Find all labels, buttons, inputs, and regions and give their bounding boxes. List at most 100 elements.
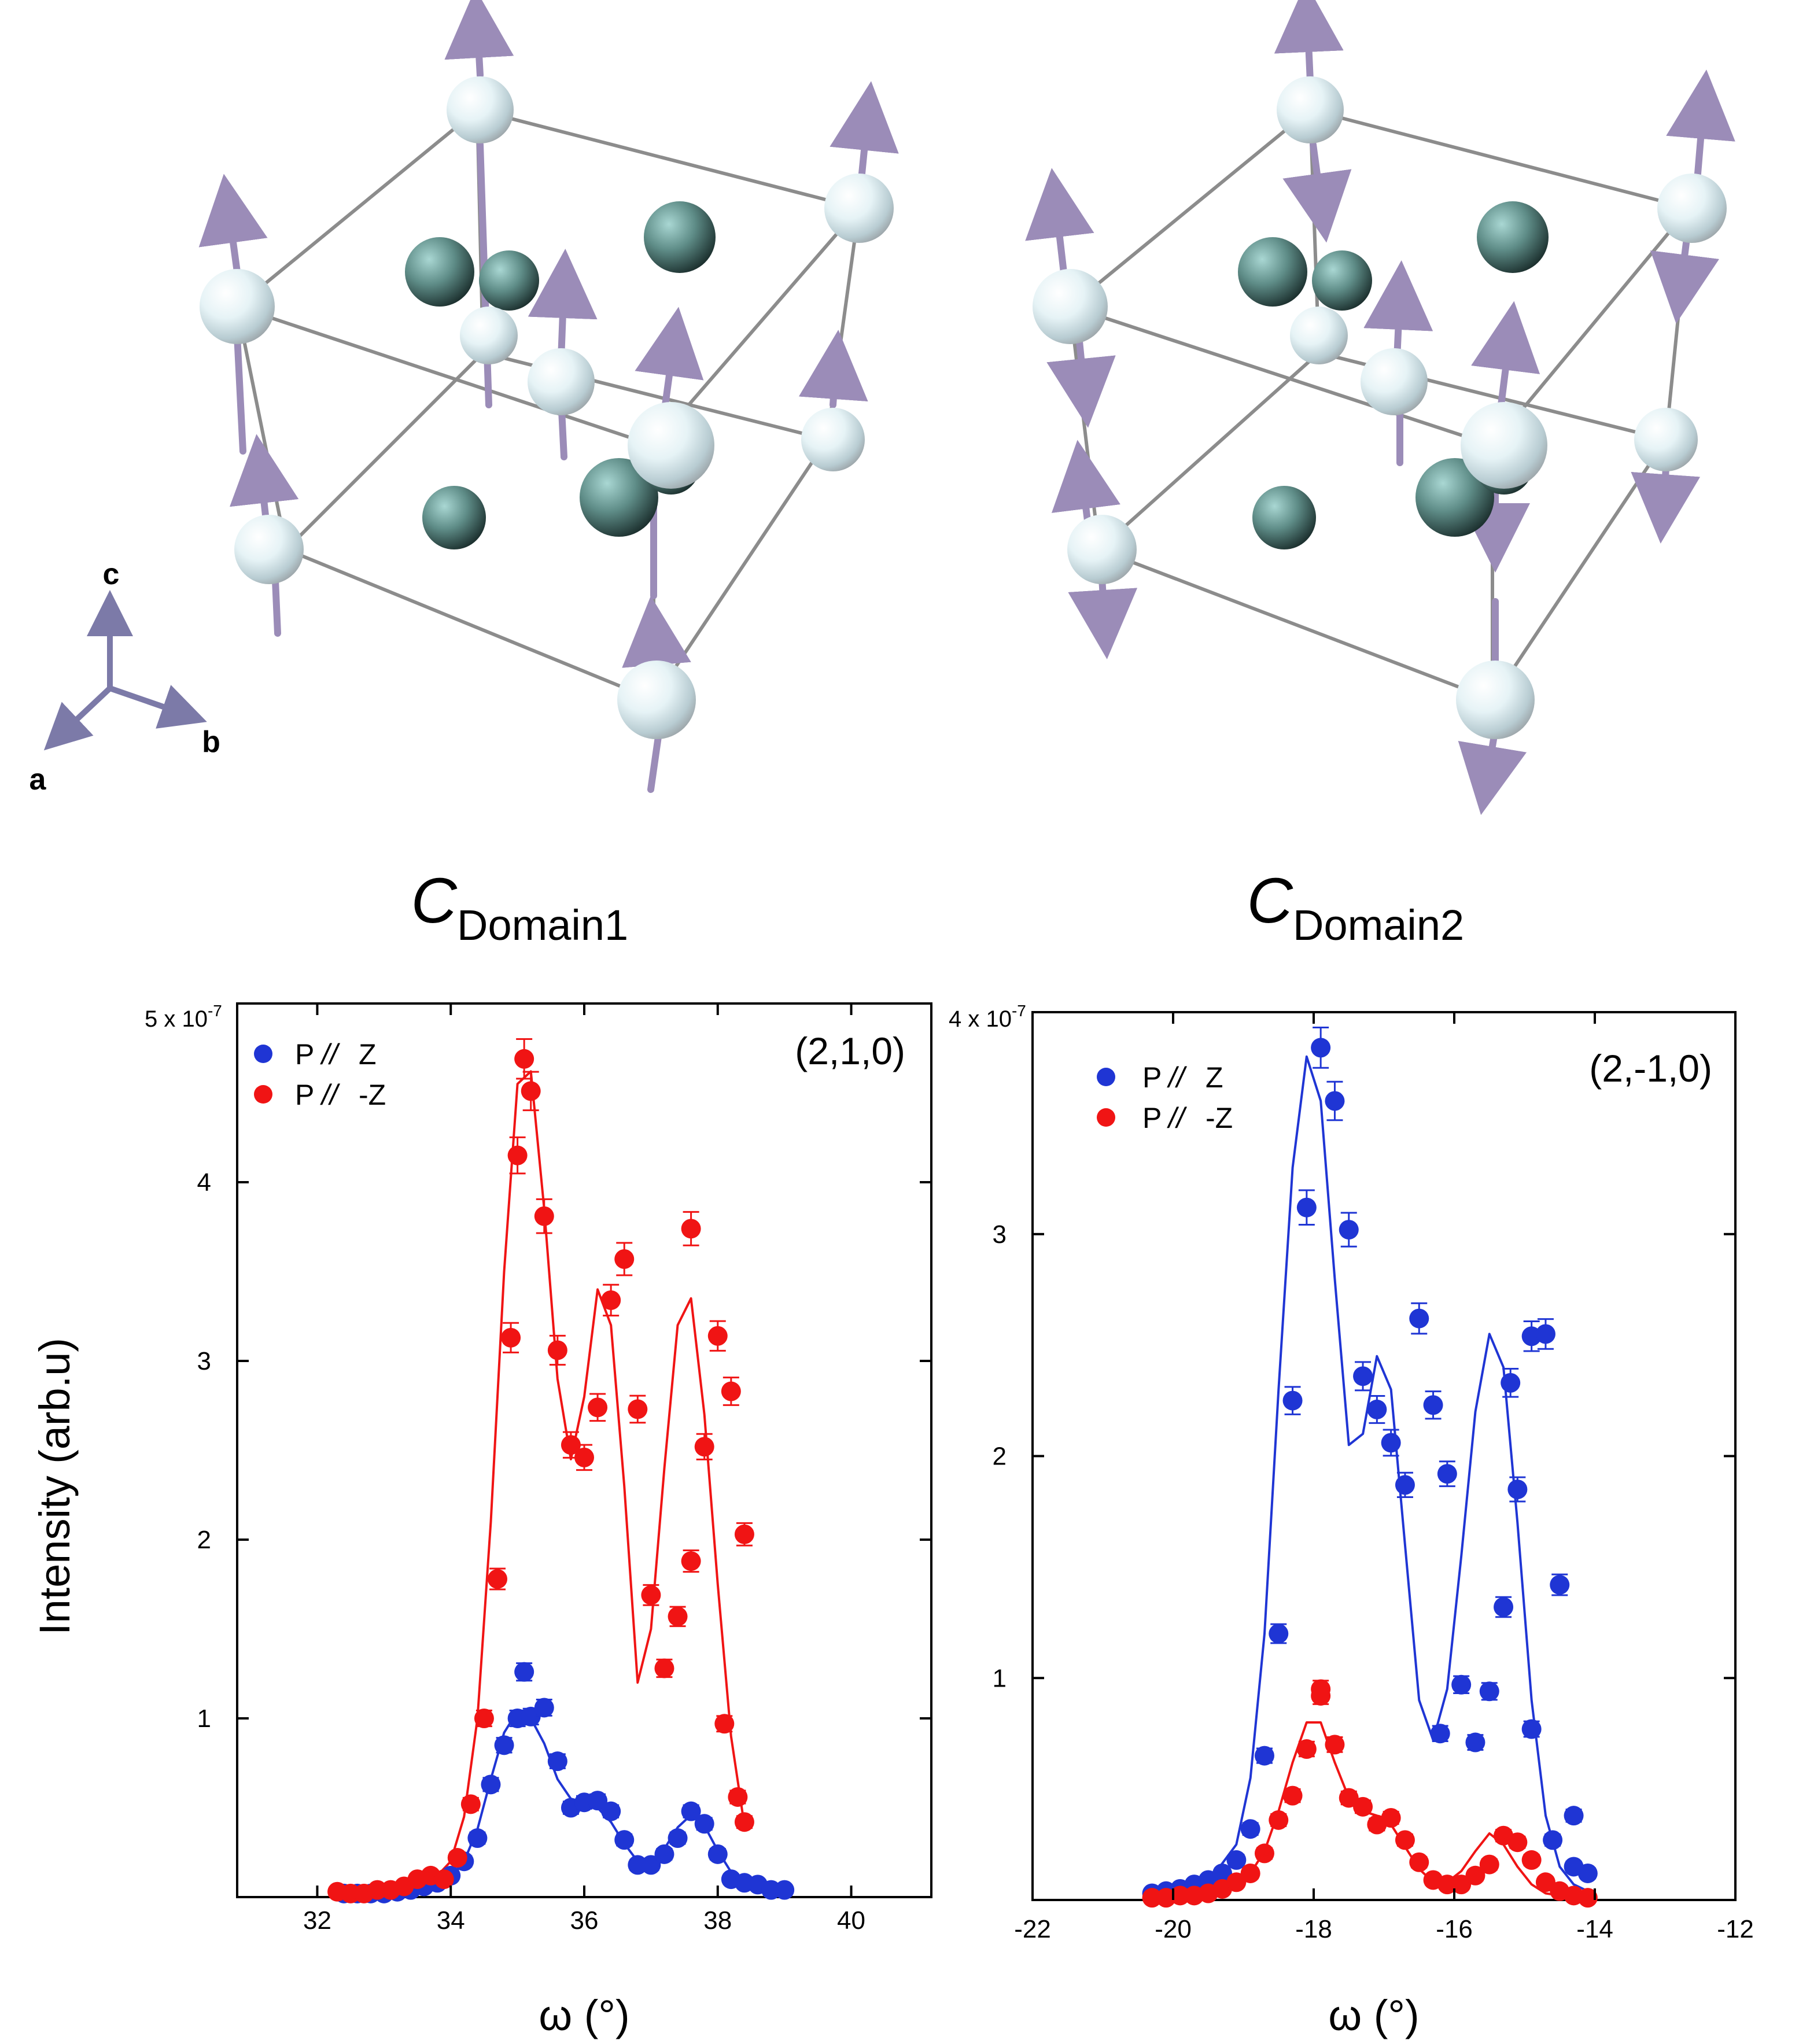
data-point [1479,1681,1499,1702]
data-marks [327,1038,795,1903]
domain1-caption-c: C [411,865,458,936]
y-tick-label: 1 [993,1664,1007,1692]
data-point [1170,1886,1190,1906]
data-marks [1142,1027,1598,1908]
data-point [1339,1788,1359,1808]
data-point [1465,1732,1485,1752]
data-point [1339,1220,1359,1240]
chart-2-10: -22 -20 -18 -16 -14 -12 1 2 3 4 x 10-7 (2,-1,0)… [949,1002,1754,2039]
data-point [1564,1857,1584,1877]
data-point [1381,1808,1401,1828]
data-point [1325,1091,1345,1111]
y-scale-label: 4 x 10-7 [949,1002,1026,1032]
data-point [507,1145,528,1165]
legend-suffix: -Z [1206,1102,1233,1134]
data-point [1409,1308,1429,1329]
data-point [694,1814,714,1834]
data-point [668,1606,688,1626]
data-point [1381,1433,1401,1453]
y-tick-label: 3 [197,1347,211,1375]
data-point [447,1848,467,1868]
data-point [1430,1724,1450,1744]
x-tick-label: -18 [1295,1915,1332,1943]
legend: P // Z P // -Z [1097,1061,1233,1134]
y-ticks: 1 2 3 4 [197,1168,931,1733]
data-point [1240,1819,1260,1839]
crystal-structure-domain1 [198,0,899,793]
data-point [601,1290,621,1310]
data-point [1353,1366,1373,1386]
data-point [654,1658,674,1678]
data-point [641,1585,661,1605]
domain2-caption: C Domain2 [1247,865,1465,949]
chart-title: (2,-1,0) [1589,1047,1712,1090]
data-point [1296,1197,1317,1217]
legend-marker-blue [254,1045,272,1063]
data-point [614,1830,635,1850]
legend-marker-red [1097,1108,1115,1127]
fit-curves [337,1070,785,1897]
x-tick-label: 40 [837,1906,865,1935]
data-point [1409,1852,1429,1872]
data-point [1296,1739,1317,1759]
data-point [1479,1854,1499,1875]
data-point [681,1801,701,1821]
data-point [481,1774,501,1795]
data-point [654,1844,674,1864]
parallel-symbol: // [320,1079,341,1111]
y-tick-label: 4 [197,1168,211,1197]
x-tick-label: -14 [1576,1915,1613,1943]
data-point [1423,1395,1443,1415]
y-ticks: 1 2 3 [993,1220,1735,1692]
data-point [501,1327,521,1348]
data-point [1325,1735,1345,1755]
data-point [521,1081,541,1101]
y-tick-label: 1 [197,1704,211,1733]
y-tick-label: 2 [993,1442,1007,1471]
data-point [534,1206,554,1226]
data-point [1212,1863,1233,1883]
domain2-caption-c: C [1247,865,1294,936]
data-point [534,1698,554,1718]
data-point [614,1249,635,1269]
parallel-symbol: // [320,1038,341,1071]
data-point [1437,1875,1457,1895]
data-point [681,1551,701,1571]
spin-arrows [198,0,899,793]
data-point [1254,1746,1274,1766]
legend-label: P [295,1038,314,1071]
data-point [588,1397,608,1418]
parallel-symbol: // [1167,1102,1188,1134]
data-point [1550,1575,1570,1595]
data-point [1367,1399,1387,1419]
data-point [514,1049,534,1069]
data-point [474,1709,494,1728]
axis-b-label: b [202,725,220,759]
data-point [1494,1597,1514,1617]
chart-title: (2,1,0) [795,1030,905,1072]
data-point [588,1791,608,1811]
legend-label: P [1142,1061,1162,1094]
y-tick-label: 3 [993,1220,1007,1249]
data-point [1269,1624,1289,1644]
data-point [1226,1872,1247,1892]
data-point [681,1219,701,1239]
data-point [1507,1832,1528,1853]
legend-marker-blue [1097,1068,1115,1086]
legend-suffix: -Z [359,1079,386,1111]
x-tick-label: -20 [1155,1915,1192,1943]
data-point [1507,1479,1528,1500]
data-point [1240,1863,1260,1883]
data-point [1535,1872,1555,1892]
data-point [561,1435,581,1455]
domain1-caption-sub: Domain1 [457,901,628,949]
data-point [434,1869,454,1890]
data-point [775,1880,795,1900]
legend-suffix: Z [359,1038,377,1071]
data-point [1577,1888,1598,1908]
data-point [1395,1475,1415,1495]
parallel-symbol: // [1167,1061,1188,1094]
x-axis-label: ω (°) [539,1991,629,2039]
